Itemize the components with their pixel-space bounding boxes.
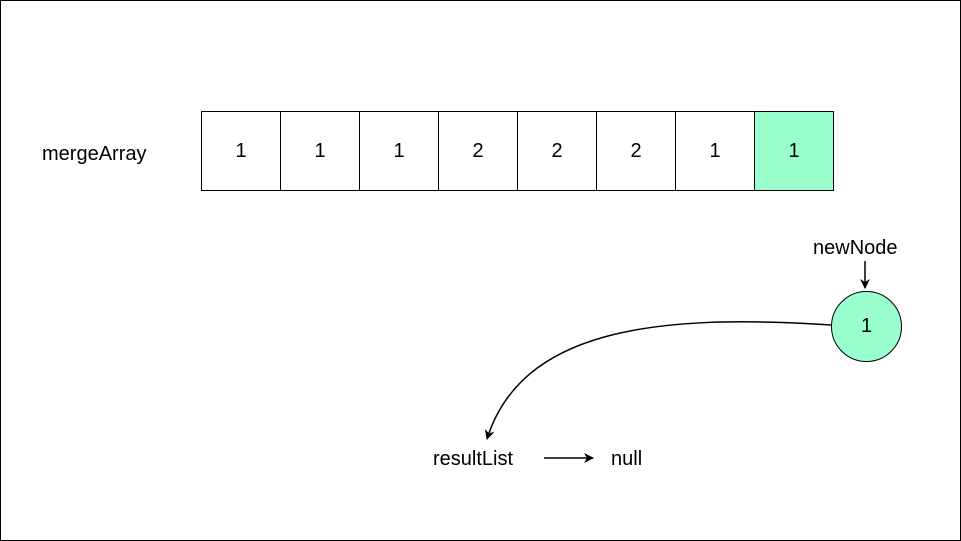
null-label: null [611, 448, 643, 470]
merge-array-label: mergeArray [42, 143, 147, 165]
array-cell: 2 [438, 111, 518, 191]
array-cell: 1 [359, 111, 439, 191]
array-cell: 2 [596, 111, 676, 191]
new-node-label: newNode [813, 237, 898, 259]
array-cell: 1 [675, 111, 755, 191]
result-list-label: resultList [433, 448, 514, 470]
array-cell: 1 [280, 111, 360, 191]
array-cell: 1 [201, 111, 281, 191]
node-to-resultlist-curve [484, 321, 832, 440]
array-cell: 1 [754, 111, 834, 191]
array-cell: 2 [517, 111, 597, 191]
new-node-circle: 1 [831, 291, 902, 362]
